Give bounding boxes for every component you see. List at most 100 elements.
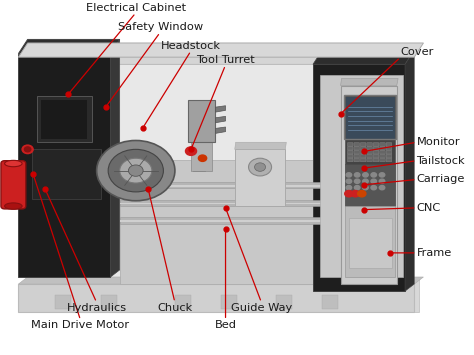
- Polygon shape: [27, 277, 419, 312]
- Text: Headstock: Headstock: [161, 41, 221, 51]
- Text: Tool Turret: Tool Turret: [196, 55, 255, 65]
- FancyBboxPatch shape: [354, 151, 359, 154]
- Polygon shape: [345, 164, 395, 206]
- FancyBboxPatch shape: [386, 158, 392, 162]
- Circle shape: [379, 186, 385, 190]
- FancyBboxPatch shape: [374, 154, 379, 158]
- Circle shape: [248, 158, 272, 176]
- FancyBboxPatch shape: [347, 151, 353, 154]
- Polygon shape: [345, 206, 395, 277]
- Circle shape: [379, 179, 385, 184]
- FancyBboxPatch shape: [380, 147, 385, 150]
- FancyBboxPatch shape: [374, 151, 379, 154]
- Polygon shape: [276, 295, 292, 309]
- Polygon shape: [41, 100, 87, 139]
- Circle shape: [363, 179, 368, 184]
- Polygon shape: [215, 116, 226, 123]
- Polygon shape: [119, 160, 322, 284]
- Text: Electrical Cabinet: Electrical Cabinet: [86, 3, 186, 13]
- FancyBboxPatch shape: [380, 158, 385, 162]
- FancyBboxPatch shape: [386, 151, 392, 154]
- Text: Hydraulics: Hydraulics: [66, 302, 127, 312]
- Circle shape: [363, 186, 368, 190]
- Circle shape: [108, 149, 164, 192]
- FancyBboxPatch shape: [374, 147, 379, 150]
- Circle shape: [255, 163, 265, 171]
- Circle shape: [185, 147, 197, 155]
- FancyBboxPatch shape: [367, 147, 373, 150]
- Polygon shape: [119, 220, 322, 222]
- Polygon shape: [341, 78, 398, 86]
- Polygon shape: [175, 295, 191, 309]
- Circle shape: [355, 173, 360, 177]
- FancyBboxPatch shape: [360, 151, 366, 154]
- Circle shape: [345, 191, 353, 197]
- Polygon shape: [405, 50, 414, 291]
- Circle shape: [346, 186, 352, 190]
- Polygon shape: [119, 217, 322, 224]
- Circle shape: [128, 165, 143, 176]
- FancyBboxPatch shape: [347, 158, 353, 162]
- FancyBboxPatch shape: [354, 147, 359, 150]
- Polygon shape: [345, 140, 395, 164]
- Circle shape: [97, 141, 175, 201]
- Polygon shape: [235, 142, 286, 149]
- FancyBboxPatch shape: [386, 147, 392, 150]
- Circle shape: [371, 179, 376, 184]
- Text: Guide Way: Guide Way: [231, 302, 292, 312]
- Circle shape: [346, 173, 352, 177]
- FancyBboxPatch shape: [347, 147, 353, 150]
- Polygon shape: [349, 218, 392, 268]
- FancyBboxPatch shape: [347, 143, 353, 146]
- Text: Tailstock: Tailstock: [417, 156, 465, 166]
- Polygon shape: [119, 200, 322, 206]
- FancyBboxPatch shape: [360, 158, 366, 162]
- Circle shape: [379, 173, 385, 177]
- Polygon shape: [55, 295, 72, 309]
- Polygon shape: [221, 295, 237, 309]
- FancyBboxPatch shape: [360, 154, 366, 158]
- FancyBboxPatch shape: [1, 161, 26, 209]
- Polygon shape: [119, 185, 322, 187]
- Polygon shape: [341, 86, 397, 284]
- FancyBboxPatch shape: [354, 143, 359, 146]
- Polygon shape: [345, 96, 395, 139]
- FancyBboxPatch shape: [374, 143, 379, 146]
- FancyBboxPatch shape: [380, 154, 385, 158]
- FancyBboxPatch shape: [360, 147, 366, 150]
- Circle shape: [355, 179, 360, 184]
- Text: CNC: CNC: [417, 203, 441, 213]
- Polygon shape: [32, 149, 101, 199]
- Text: Monitor: Monitor: [417, 137, 460, 147]
- FancyBboxPatch shape: [386, 143, 392, 146]
- Circle shape: [371, 173, 376, 177]
- Circle shape: [346, 179, 352, 184]
- Polygon shape: [18, 54, 110, 277]
- Polygon shape: [18, 43, 423, 57]
- FancyBboxPatch shape: [360, 143, 366, 146]
- Text: Chuck: Chuck: [157, 302, 192, 312]
- FancyBboxPatch shape: [380, 151, 385, 154]
- Text: Bed: Bed: [215, 320, 237, 330]
- Circle shape: [371, 186, 376, 190]
- Polygon shape: [215, 127, 226, 133]
- Polygon shape: [320, 75, 403, 277]
- Polygon shape: [101, 295, 118, 309]
- Polygon shape: [191, 142, 212, 171]
- FancyBboxPatch shape: [354, 154, 359, 158]
- Circle shape: [24, 147, 31, 152]
- Polygon shape: [188, 100, 215, 142]
- Circle shape: [357, 191, 366, 197]
- Polygon shape: [235, 149, 285, 206]
- Polygon shape: [110, 39, 119, 277]
- Polygon shape: [18, 277, 423, 284]
- FancyBboxPatch shape: [386, 154, 392, 158]
- Polygon shape: [119, 182, 322, 189]
- Text: Frame: Frame: [417, 248, 452, 258]
- Polygon shape: [110, 64, 331, 291]
- Polygon shape: [215, 106, 226, 112]
- Polygon shape: [18, 39, 119, 54]
- Polygon shape: [193, 100, 205, 171]
- FancyBboxPatch shape: [367, 143, 373, 146]
- Circle shape: [119, 158, 152, 183]
